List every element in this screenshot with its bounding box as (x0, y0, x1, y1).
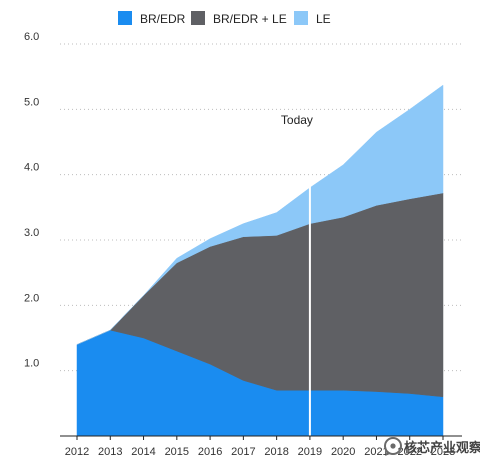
legend: BR/EDR BR/EDR + LE LE (118, 11, 331, 26)
x-tick-label-11: 2023 (431, 446, 455, 458)
x-tick-label-2: 2014 (131, 446, 155, 458)
x-tick-label-7: 2019 (298, 446, 322, 458)
wechat-channel-icon (384, 437, 402, 456)
watermark: 核芯产业观察 (384, 437, 480, 456)
y-axis-tick-labels: 1.0 2.0 3.0 4.0 5.0 6.0 (24, 31, 39, 370)
y-tick-label-3: 4.0 (24, 162, 39, 174)
x-tick-label-4: 2016 (198, 446, 222, 458)
x-tick-label-9: 2021 (364, 446, 388, 458)
legend-label-0: BR/EDR (140, 12, 186, 26)
stacked-areas (76, 84, 444, 437)
y-tick-label-2: 3.0 (24, 227, 39, 239)
x-tick-label-1: 2013 (98, 446, 122, 458)
x-tick-label-10: 2022 (397, 446, 421, 458)
annotations: Today (281, 113, 313, 127)
watermark-text: 核芯产业观察 (404, 440, 480, 455)
annotation-today: Today (281, 113, 313, 127)
y-tick-label-0: 1.0 (24, 358, 39, 370)
x-tick-label-6: 2018 (264, 446, 288, 458)
x-tick-label-8: 2020 (331, 446, 355, 458)
y-tick-label-1: 2.0 (24, 292, 39, 304)
y-tick-label-4: 5.0 (24, 96, 39, 108)
x-tick-label-0: 2012 (65, 446, 89, 458)
y-tick-label-5: 6.0 (24, 31, 39, 43)
legend-swatch-0 (118, 11, 132, 25)
legend-label-1: BR/EDR + LE (213, 12, 287, 26)
x-tick-label-5: 2017 (231, 446, 255, 458)
x-axis: 2012 2013 2014 2015 2016 2017 2018 2019 2020 2021… (60, 435, 462, 458)
legend-label-2: LE (316, 12, 331, 26)
area-series-2 (76, 84, 444, 345)
legend-swatch-1 (191, 11, 205, 25)
legend-swatch-2 (294, 11, 308, 25)
x-tick-label-3: 2015 (165, 446, 189, 458)
